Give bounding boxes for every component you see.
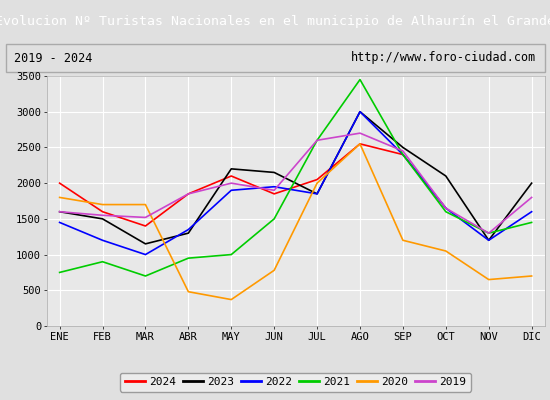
Legend: 2024, 2023, 2022, 2021, 2020, 2019: 2024, 2023, 2022, 2021, 2020, 2019 [120,373,471,392]
Text: http://www.foro-ciudad.com: http://www.foro-ciudad.com [351,52,536,64]
Text: Evolucion Nº Turistas Nacionales en el municipio de Alhaurín el Grande: Evolucion Nº Turistas Nacionales en el m… [0,14,550,28]
Text: 2019 - 2024: 2019 - 2024 [14,52,92,64]
